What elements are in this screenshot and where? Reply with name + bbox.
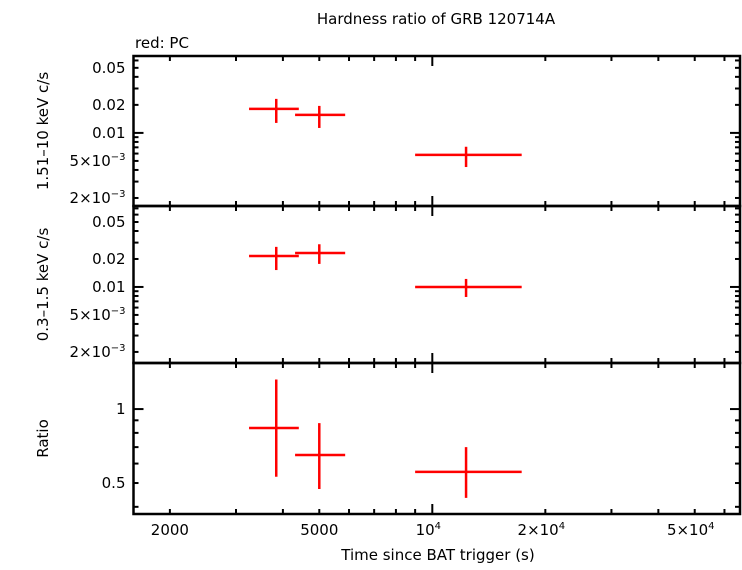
y-tick-label: 0.01 — [92, 124, 125, 142]
data-point — [415, 146, 522, 168]
y-tick-label: 0.5 — [102, 474, 126, 492]
x-tick-label: 2×104 — [518, 521, 566, 539]
panel-frame — [132, 204, 742, 365]
y-tick-label: 2×10−3 — [70, 189, 126, 207]
data-point — [249, 98, 299, 123]
y-tick-label: 0.05 — [92, 59, 125, 77]
y-tick-label: 2×10−3 — [70, 343, 126, 361]
chart-title: Hardness ratio of GRB 120714A — [317, 10, 556, 28]
data-point — [415, 447, 522, 498]
y-tick-label: 5×10−3 — [70, 306, 126, 324]
data-point — [295, 105, 346, 128]
x-tick-label: 104 — [416, 521, 441, 539]
panel-frame — [132, 54, 742, 208]
x-tick-label: 5×104 — [667, 521, 715, 539]
data-point — [249, 379, 299, 477]
y-axis-label: Ratio — [34, 419, 52, 458]
panel-frame — [132, 361, 742, 516]
x-axis-label: Time since BAT trigger (s) — [340, 546, 534, 564]
y-axis-label: 0.3–1.5 keV c/s — [34, 228, 52, 342]
y-tick-label: 5×10−3 — [70, 152, 126, 170]
x-tick-label: 5000 — [300, 521, 338, 539]
y-tick-label: 0.02 — [92, 96, 125, 114]
y-tick-label: 0.02 — [92, 250, 125, 268]
panel-2: 0.05 0.02 0.01 5×10−3 2×10−3 0.3–1.5 keV c/s — [34, 204, 742, 365]
panel-3: 1 0.5 Ratio — [34, 361, 742, 516]
y-tick-label: 0.01 — [92, 278, 125, 296]
y-axis-label: 1.51–10 keV c/s — [34, 72, 52, 190]
y-tick-label: 1 — [116, 400, 126, 418]
data-point — [249, 246, 299, 271]
data-point — [295, 423, 346, 489]
y-tick-label: 0.05 — [92, 213, 125, 231]
data-point — [295, 244, 346, 264]
panel-1: 0.05 0.02 0.01 5×10−3 2×10−3 1.51–10 keV c/s — [34, 54, 742, 208]
x-tick-label: 2000 — [151, 521, 189, 539]
chart-subtitle: red: PC — [135, 34, 189, 52]
data-point — [415, 278, 522, 297]
